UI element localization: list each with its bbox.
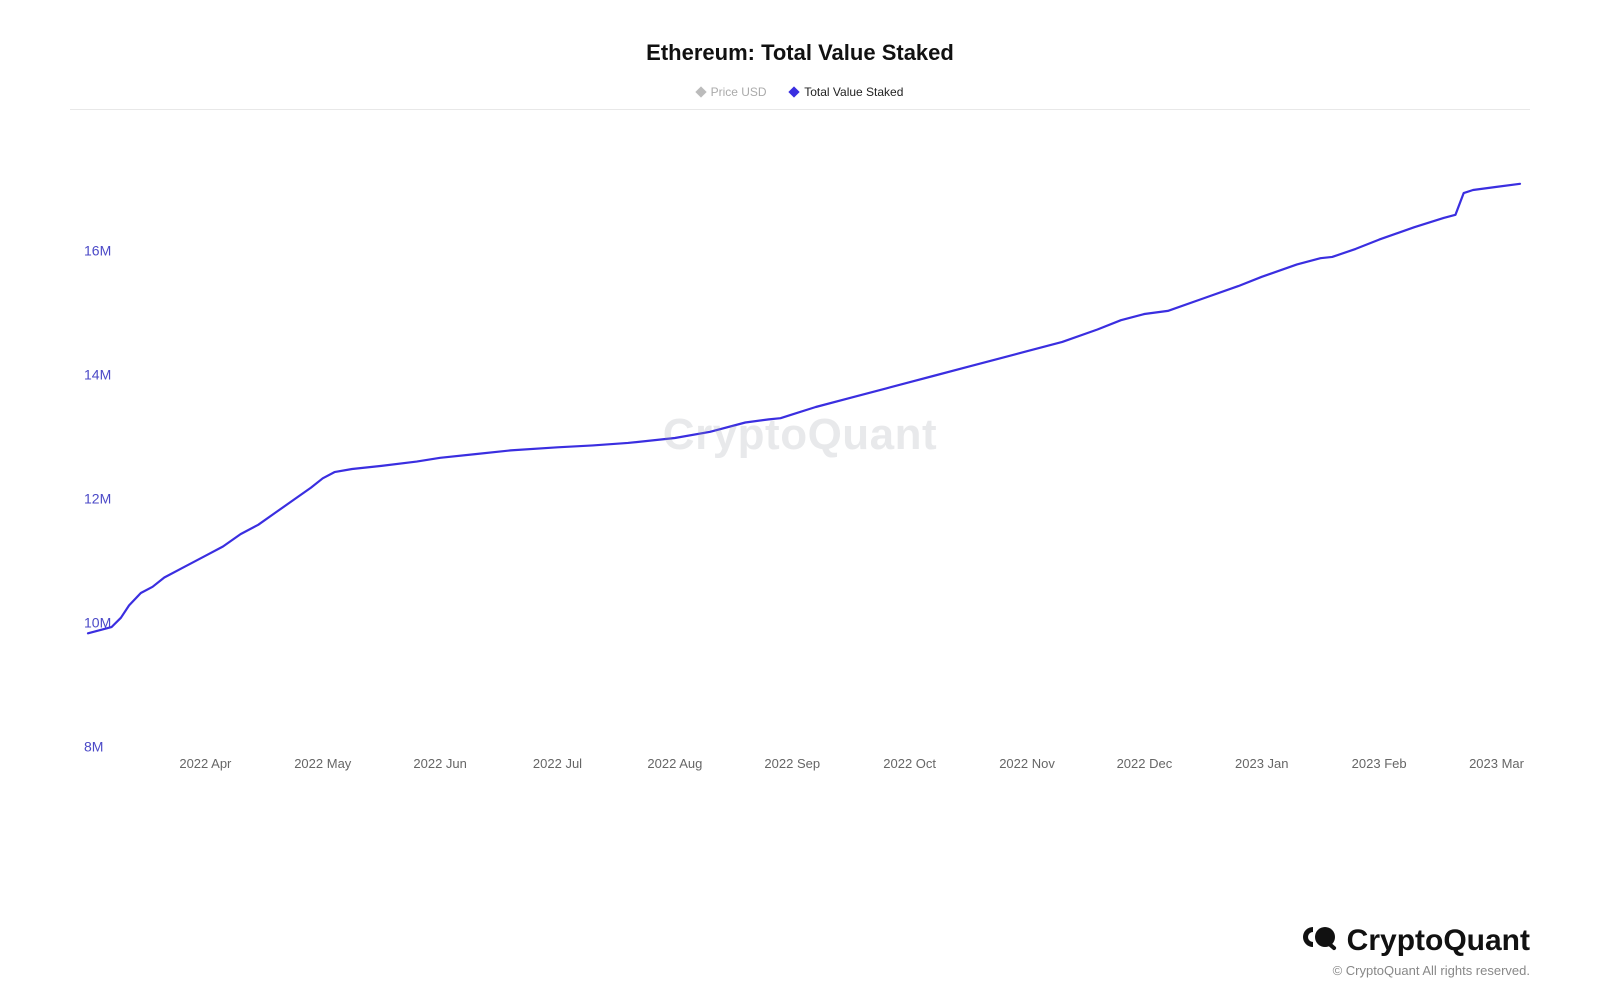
x-tick-label: 2022 May (294, 756, 352, 771)
legend-dot-icon (789, 86, 800, 97)
x-tick-label: 2022 Nov (999, 756, 1055, 771)
line-chart-svg: 8M10M12M14M16M2022 Apr2022 May2022 Jun20… (70, 118, 1530, 778)
legend-item-staked[interactable]: Total Value Staked (790, 85, 903, 99)
x-tick-label: 2022 Jul (533, 756, 582, 771)
y-tick-label: 12M (84, 491, 111, 507)
brand-text: CryptoQuant (1347, 924, 1530, 958)
legend-label: Total Value Staked (804, 85, 903, 99)
y-tick-label: 14M (84, 367, 111, 383)
x-tick-label: 2023 Feb (1352, 756, 1407, 771)
chart-area: CryptoQuant 8M10M12M14M16M2022 Apr2022 M… (70, 118, 1530, 778)
divider (70, 109, 1530, 110)
y-tick-label: 16M (84, 243, 111, 259)
legend-dot-icon (695, 86, 706, 97)
x-tick-label: 2022 Aug (647, 756, 702, 771)
y-tick-label: 8M (84, 739, 103, 755)
x-tick-label: 2023 Mar (1469, 756, 1525, 771)
series-line-total-value-staked (88, 184, 1520, 634)
legend-label: Price USD (711, 85, 767, 99)
chart-legend: Price USD Total Value Staked (70, 84, 1530, 99)
x-tick-label: 2022 Jun (413, 756, 467, 771)
x-tick-label: 2022 Oct (883, 756, 936, 771)
x-tick-label: 2022 Dec (1117, 756, 1173, 771)
chart-title: Ethereum: Total Value Staked (70, 40, 1530, 66)
x-tick-label: 2022 Sep (764, 756, 820, 771)
legend-item-price[interactable]: Price USD (697, 85, 767, 99)
brand: CryptoQuant (1299, 923, 1530, 959)
brand-logo-icon (1299, 923, 1337, 959)
footer: CryptoQuant © CryptoQuant All rights res… (1299, 923, 1530, 978)
x-tick-label: 2022 Apr (179, 756, 232, 771)
copyright: © CryptoQuant All rights reserved. (1299, 963, 1530, 978)
x-tick-label: 2023 Jan (1235, 756, 1289, 771)
